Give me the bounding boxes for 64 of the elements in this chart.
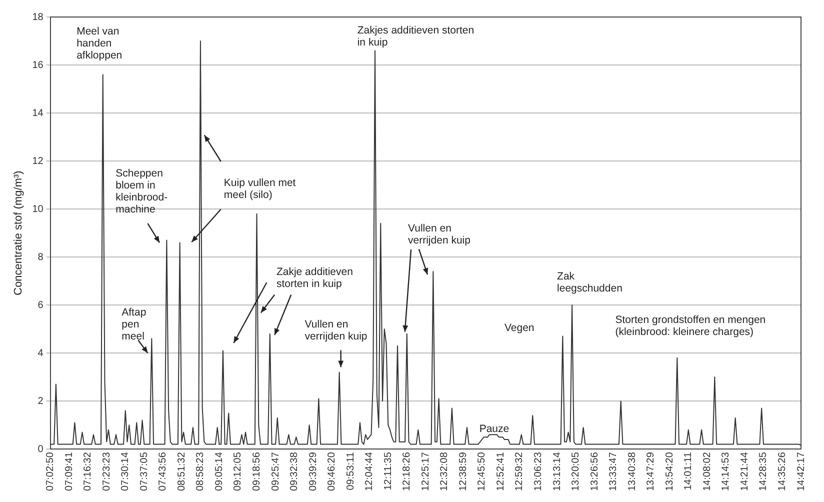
- x-tick-label: 09:46:20: [326, 452, 338, 492]
- x-tick-label: 12:59:32: [514, 452, 526, 492]
- x-tick-label: 12:18:26: [402, 452, 413, 492]
- x-tick-label: 09:32:38: [289, 452, 300, 492]
- y-tick-label: 8: [38, 252, 44, 263]
- y-tick-label: 16: [32, 60, 44, 71]
- x-tick-label: 12:38:59: [458, 452, 469, 492]
- x-tick-label: 12:32:08: [439, 452, 450, 492]
- x-tick-label: 14:28:35: [758, 452, 770, 492]
- x-tick-label: 13:47:29: [646, 452, 657, 492]
- x-tick-label: 12:11:35: [382, 452, 394, 490]
- y-tick-label: 14: [32, 108, 44, 119]
- annotation: Vullen en verrijden kuip: [408, 222, 471, 247]
- x-tick-label: 09:12:05: [232, 452, 244, 492]
- annotation: Pauze: [479, 423, 510, 436]
- annotation: Scheppen bloem in kleinbrood- machine: [116, 167, 168, 216]
- x-tick-label: 09:53:11: [345, 452, 356, 490]
- annotation: Kuip vullen met meel (silo): [224, 176, 296, 201]
- y-tick-label: 4: [38, 348, 44, 359]
- y-tick-label: 10: [32, 204, 44, 215]
- y-tick-label: 2: [38, 396, 44, 407]
- annotation: Storten grondstoffen en mengen (kleinbrood: kleinere charges): [615, 314, 766, 338]
- x-tick-label: 13:33:47: [608, 452, 620, 492]
- x-tick-label: 08:58:23: [195, 452, 206, 492]
- y-tick-label: 6: [38, 300, 44, 311]
- x-tick-label: 07:23:23: [101, 452, 112, 492]
- annotation: Zak leegschudden: [557, 270, 623, 295]
- x-tick-label: 14:42:17: [796, 452, 807, 492]
- x-tick-label: 07:16:32: [82, 452, 94, 492]
- annotation: Vullen en verrijden kuip: [304, 318, 368, 343]
- x-tick-label: 07:30:14: [120, 452, 132, 492]
- x-tick-label: 09:18:56: [252, 452, 263, 492]
- x-tick-label: 09:39:29: [308, 452, 319, 492]
- x-tick-label: 13:40:38: [626, 452, 638, 492]
- x-tick-label: 08:51:32: [176, 452, 188, 492]
- x-tick-label: 13:54:20: [664, 452, 676, 492]
- x-tick-label: 09:05:14: [214, 452, 225, 492]
- y-axis-title: Concentratie stof (mg/m³): [12, 170, 25, 296]
- x-tick-label: 13:26:56: [589, 452, 600, 492]
- x-tick-label: 14:35:26: [776, 452, 788, 492]
- x-tick-label: 14:14:53: [720, 452, 732, 492]
- annotation: Aftap pen meel: [122, 306, 146, 343]
- y-tick-label: 0: [38, 444, 44, 455]
- annotation: Zakje additieven storten in kuip: [276, 266, 354, 290]
- x-tick-label: 12:52:41: [495, 452, 506, 492]
- x-tick-label: 12:25:17: [420, 452, 432, 492]
- x-tick-label: 12:45:50: [476, 452, 488, 492]
- x-tick-label: 14:01:11: [683, 452, 694, 490]
- x-tick-label: 12:04:44: [364, 452, 376, 492]
- x-tick-label: 07:37:05: [138, 452, 150, 492]
- x-tick-label: 09:25:47: [270, 452, 282, 492]
- x-tick-label: 07:43:56: [158, 452, 169, 492]
- annotation: Meel van handen afkloppen: [76, 26, 122, 62]
- y-tick-label: 18: [32, 12, 44, 23]
- x-tick-label: 14:08:02: [702, 452, 713, 492]
- y-tick-label: 12: [32, 156, 44, 167]
- annotation: Vegen: [504, 322, 534, 334]
- x-tick-label: 13:20:05: [570, 452, 582, 492]
- x-tick-label: 07:02:50: [45, 452, 56, 492]
- x-tick-label: 13:13:14: [552, 452, 563, 492]
- annotation: Zakjes additieven storten in kuip: [357, 24, 474, 48]
- x-tick-label: 14:21:44: [739, 452, 750, 492]
- x-tick-label: 13:06:23: [533, 452, 544, 492]
- x-tick-label: 07:09:41: [64, 452, 75, 492]
